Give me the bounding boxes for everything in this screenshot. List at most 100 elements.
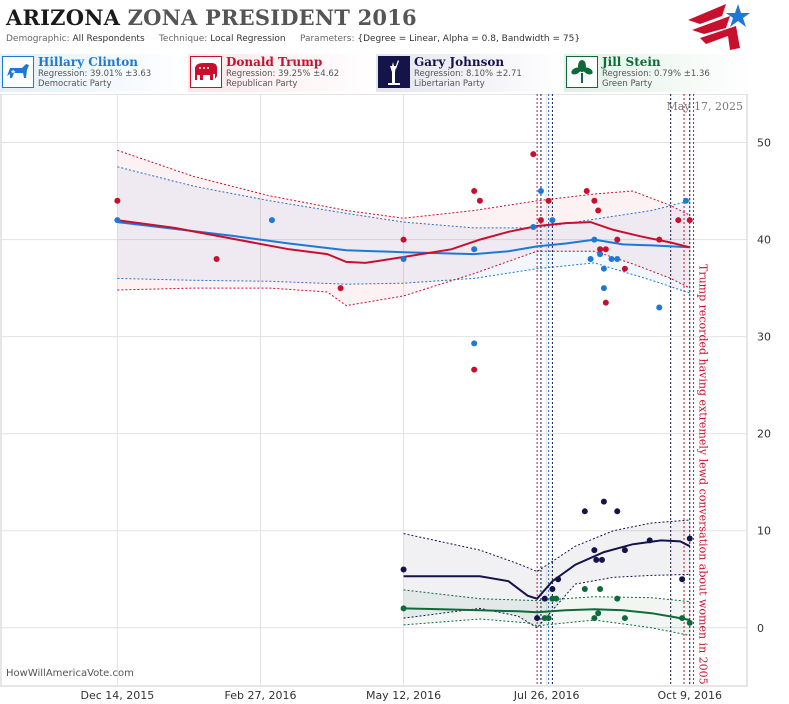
date-label: May 17, 2025 [666, 100, 743, 113]
poll-point [545, 615, 552, 622]
poll-point [597, 246, 604, 253]
poll-point [679, 576, 686, 583]
poll-point [114, 197, 121, 204]
poll-point [400, 605, 407, 612]
poll-point [400, 236, 407, 243]
poll-point [537, 217, 544, 224]
poll-point [600, 285, 607, 292]
poll-point [530, 223, 537, 230]
chart-header: ARIZONA ZONA PRESIDENT 2016 Demographic:… [0, 0, 789, 52]
poll-point [471, 188, 478, 195]
legend-item-johnson[interactable]: Gary Johnson Regression: 8.10% ±2.71 Lib… [376, 54, 564, 92]
poll-point [541, 595, 548, 602]
upper-bound-line [403, 589, 690, 603]
parameters-line: Demographic: All Respondents Technique: … [6, 34, 580, 44]
poll-point [581, 585, 588, 592]
x-tick-label: Oct 9, 2016 [658, 689, 723, 702]
legend-party: Democratic Party [38, 79, 112, 89]
legend-name: Donald Trump [226, 55, 323, 69]
poll-point [679, 615, 686, 622]
poll-point [595, 610, 602, 617]
upper-bound-line [117, 149, 691, 219]
regression-line [117, 219, 691, 264]
poll-point [597, 585, 604, 592]
confidence-band [117, 150, 690, 306]
poll-point [213, 255, 220, 262]
legend-regression: Regression: 39.01% ±3.63 [38, 69, 152, 79]
y-tick-label: 30 [757, 331, 771, 344]
poll-point [591, 197, 598, 204]
legend-regression: Regression: 39.25% ±4.62 [226, 69, 340, 79]
poll-point [614, 255, 621, 262]
poll-point [600, 498, 607, 505]
legend-item-trump[interactable]: Donald Trump Regression: 39.25% ±4.62 Re… [188, 54, 376, 92]
poll-point [682, 197, 689, 204]
poll-point [471, 246, 478, 253]
legend-party: Green Party [602, 79, 653, 89]
poll-point [614, 236, 621, 243]
elephant-icon [190, 56, 222, 88]
poll-point [686, 535, 693, 542]
poll-point [686, 619, 693, 626]
legend-regression: Regression: 0.79% ±1.36 [602, 69, 710, 79]
legend-item-stein[interactable]: Jill Stein Regression: 0.79% ±1.36 Green… [564, 54, 752, 92]
poll-point [591, 547, 598, 554]
poll-point [600, 265, 607, 272]
leaf-icon [566, 56, 598, 88]
poll-point [686, 217, 693, 224]
legend-name: Hillary Clinton [38, 55, 138, 69]
regression-line [117, 221, 690, 256]
poll-point [471, 366, 478, 373]
poll-point [608, 255, 615, 262]
plot-area [0, 94, 748, 687]
poll-chart: 0 10 20 30 40 50 Dec 14, 2015 Feb 27, 2016 May 1… [0, 94, 771, 702]
liberty-icon [378, 56, 410, 88]
parameters-label: Parameters: [299, 34, 355, 44]
poll-point [595, 207, 602, 214]
poll-point [471, 340, 478, 347]
regression-line [403, 539, 691, 600]
poll-point [614, 508, 621, 515]
poll-point [587, 255, 594, 262]
upper-bound-line [117, 166, 690, 229]
poll-point [621, 547, 628, 554]
y-tick-label: 10 [757, 525, 771, 538]
lower-bound-line [117, 250, 691, 307]
legend-party: Republican Party [226, 79, 298, 89]
confidence-band [117, 166, 690, 293]
event-annotation: Trump recorded having extremely lewd con… [697, 264, 710, 685]
title-state: ARIZONA [6, 5, 121, 30]
legend-party: Libertarian Party [414, 79, 485, 89]
poll-point [621, 615, 628, 622]
poll-point [545, 197, 552, 204]
legend-item-clinton[interactable]: Hillary Clinton Regression: 39.01% ±3.63… [0, 54, 188, 92]
poll-point [602, 246, 609, 253]
x-tick-label: Dec 14, 2015 [80, 689, 154, 702]
poll-point [646, 537, 653, 544]
parameters-value: {Degree = Linear, Alpha = 0.8, Bandwidth… [357, 34, 581, 44]
poll-point [602, 299, 609, 306]
donkey-icon [2, 56, 34, 88]
site-logo-icon [688, 4, 750, 50]
poll-point [400, 566, 407, 573]
poll-point [476, 197, 483, 204]
watermark: HowWillAmericaVote.com [6, 668, 134, 679]
poll-point [593, 556, 600, 563]
lower-bound-line [403, 618, 690, 636]
poll-point [530, 151, 537, 158]
poll-point [614, 595, 621, 602]
y-tick-label: 50 [757, 137, 771, 150]
regression-line [403, 607, 690, 621]
poll-point [583, 188, 590, 195]
demographic-label: Demographic: [6, 34, 70, 44]
poll-point [656, 304, 663, 311]
poll-point [537, 188, 544, 195]
poll-point [549, 585, 556, 592]
technique-value: Local Regression [210, 34, 286, 44]
y-tick-label: 40 [757, 234, 771, 247]
y-tick-label: 20 [757, 428, 771, 441]
candidate-legend: Hillary Clinton Regression: 39.01% ±3.63… [0, 54, 789, 92]
poll-point [114, 217, 121, 224]
poll-point [400, 255, 407, 262]
technique-label: Technique: [158, 34, 208, 44]
